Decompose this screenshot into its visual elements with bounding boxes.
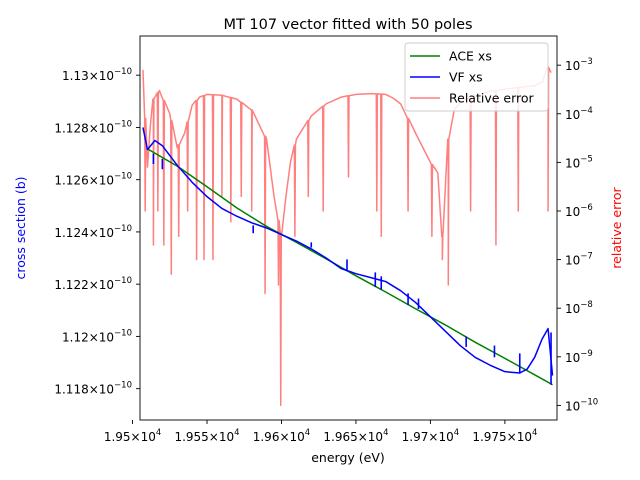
x-tick-label: 1.955×104 [174,428,239,444]
x-axis: 1.95×104 1.955×104 1.96×104 1.965×104 1.97×1… [104,420,537,444]
y-tick-label: 1.12×10−10 [62,328,132,344]
y2-axis-label: relative error [609,186,624,268]
y-tick-label: 1.122×10−10 [54,276,132,292]
y2-tick-label: 10−10 [565,397,598,413]
y-tick-label: 1.124×10−10 [54,224,132,240]
axes-frame [139,35,558,421]
y-tick-label: 1.13×10−10 [62,67,132,83]
x-axis-label: energy (eV) [311,450,385,465]
x-tick-label: 1.97×104 [402,428,459,444]
legend-label-error: Relative error [449,91,535,106]
legend-label-vf: VF xs [449,70,483,85]
legend-box [404,42,549,112]
x-tick-label: 1.965×104 [323,428,388,444]
relative-error-line [142,66,552,407]
y-tick-label: 1.126×10−10 [54,172,132,188]
y2-tick-label: 10−8 [565,300,593,316]
legend-label-ace: ACE xs [449,49,492,64]
y2-tick-label: 10−5 [565,154,593,170]
x-tick-label: 1.96×104 [253,428,310,444]
y2-tick-label: 10−6 [565,203,593,219]
y-axis-label: cross section (b) [13,176,28,279]
vf-xs-line [142,127,554,376]
x-tick-label: 1.95×104 [104,428,161,444]
y-tick-label: 1.118×10−10 [54,381,132,397]
y2-tick-label: 10−9 [565,349,593,365]
legend: ACE xs VF xs Relative error [404,42,549,112]
chart-title: MT 107 vector fitted with 50 poles [223,17,472,33]
y2-tick-label: 10−4 [565,106,593,122]
right-y-axis: 10−3 10−4 10−5 10−6 10−7 10−8 10−9 10−10 [557,57,598,413]
x-tick-label: 1.975×104 [472,428,537,444]
series-layer [142,66,554,407]
plot-area [139,35,558,421]
left-y-axis: 1.13×10−10 1.128×10−10 1.126×10−10 1.124×10… [54,67,140,397]
y2-tick-label: 10−7 [565,252,593,268]
y2-tick-label: 10−3 [565,57,593,73]
y-tick-label: 1.128×10−10 [54,119,132,135]
